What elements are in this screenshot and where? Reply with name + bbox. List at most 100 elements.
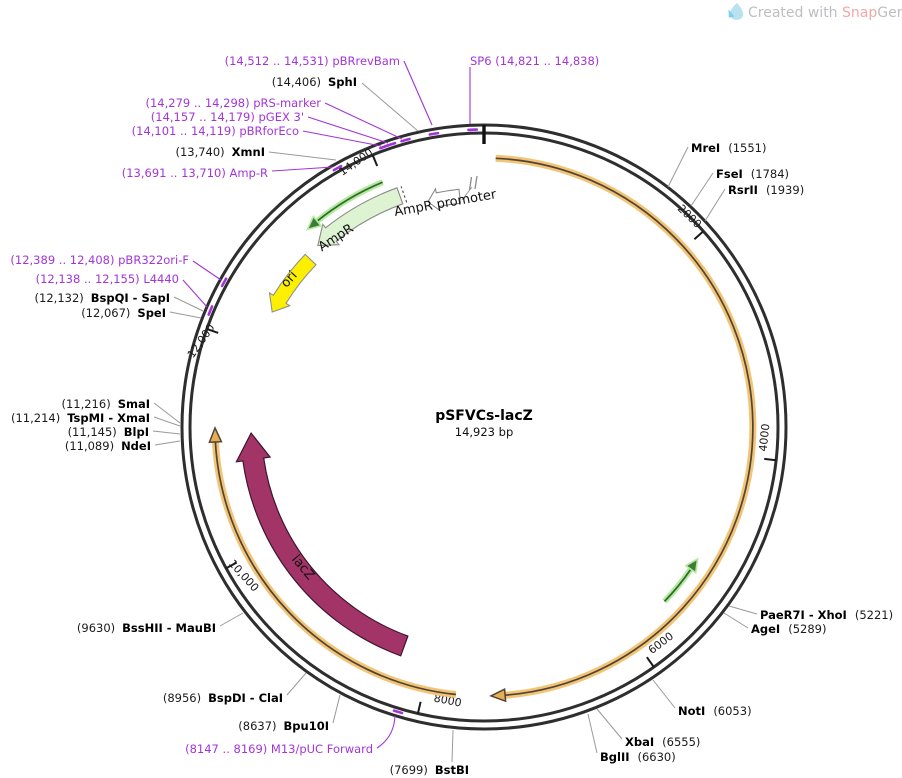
tick-label-14000: 14,000	[336, 146, 375, 179]
enzyme-label-bglii[interactable]: BglII (6630)	[600, 750, 676, 764]
tick-10000	[225, 561, 238, 570]
leader-fsei	[690, 172, 714, 207]
leader-pgex3	[307, 116, 389, 144]
enzyme-label-bpu10i[interactable]: (8637) Bpu10I	[238, 719, 329, 733]
leader-blpi	[152, 430, 181, 435]
leader-bspdi-clai	[286, 672, 307, 696]
enzyme-label-tspmi-xmai[interactable]: (11,214) TspMI - XmaI	[11, 411, 150, 425]
enzyme-label-mrei[interactable]: MreI (1551)	[691, 141, 766, 155]
leader-ndei	[154, 440, 181, 446]
small-green-arrowhead	[684, 557, 699, 574]
leader-bpu10i	[332, 694, 341, 724]
leader-smai	[153, 402, 181, 424]
leader-m13-puc-forward	[376, 715, 396, 749]
enzyme-label-paer7i-xhoi[interactable]: PaeR7I - XhoI (5221)	[760, 608, 893, 622]
primer-label-pgex3[interactable]: (14,157 .. 14,179) pGEX 3'	[151, 110, 304, 124]
primer-mark-prs-marker[interactable]	[400, 137, 411, 143]
enzyme-label-fsei[interactable]: FseI (1784)	[716, 167, 789, 181]
leader-xbai	[596, 708, 623, 740]
feature-orf1-arc[interactable]	[489, 154, 757, 703]
feature-orf2-arc[interactable]	[208, 425, 457, 698]
feature-small-green-arrow[interactable]	[662, 557, 699, 604]
primer-leader-lines	[182, 60, 471, 749]
leader-l4440	[182, 279, 208, 308]
orf1-core	[495, 157, 754, 697]
enzyme-label-smai[interactable]: (11,216) SmaI	[61, 397, 150, 411]
leader-pbrforeco	[302, 130, 382, 147]
tick-8000	[416, 701, 422, 714]
leader-xmni	[268, 151, 337, 161]
feature-ampr-arrow[interactable]: AmpR	[316, 186, 408, 255]
orf1-halo	[495, 154, 757, 699]
ampr-gene-arrowhead	[305, 214, 323, 231]
tick-4000	[764, 457, 777, 462]
primer-label-m13-puc-forward[interactable]: (8147 .. 8169) M13/pUC Forward	[185, 742, 373, 756]
primer-label-l4440[interactable]: (12,138 .. 12,155) L4440	[36, 272, 179, 286]
orf2-core	[214, 441, 456, 696]
leader-pbrrevbam	[403, 60, 433, 126]
primer-marks	[207, 128, 478, 715]
enzyme-label-ndei[interactable]: (11,089) NdeI	[65, 439, 151, 453]
enzyme-label-blpi[interactable]: (11,145) BlpI	[68, 425, 149, 439]
enzyme-labels: (14,406) SphI (13,740) XmnI MreI (1551) Fse…	[11, 75, 893, 777]
ampr-promoter-body	[427, 187, 462, 212]
tick-2000	[693, 230, 704, 240]
orf1-arrowhead	[489, 688, 507, 703]
enzyme-label-agei[interactable]: AgeI (5289)	[751, 622, 826, 636]
feature-ori-arrow[interactable]: ori	[268, 253, 317, 313]
leader-prs-marker	[324, 102, 403, 140]
feature-ampr-promoter-arrow[interactable]	[427, 187, 462, 212]
plasmid-title-block: pSFVCs-lacZ 14,923 bp	[435, 408, 533, 439]
ampr-body	[317, 187, 404, 247]
ampr-gene-core	[316, 181, 383, 222]
primer-label-pbr322ori-f[interactable]: (12,389 .. 12,408) pBR322ori-F	[10, 253, 189, 267]
enzyme-label-xmni[interactable]: (13,740) XmnI	[175, 145, 265, 159]
enzyme-label-bstbi[interactable]: (7699) BstBI	[390, 763, 469, 777]
snapgene-leaf-icon-accent	[728, 9, 735, 18]
primer-label-amp-r[interactable]: (13,691 .. 13,710) Amp-R	[122, 166, 268, 180]
leader-spei	[169, 311, 202, 319]
tick-label-12000: 12,000	[185, 321, 218, 360]
enzyme-leader-lines	[152, 82, 758, 763]
enzyme-label-bspdi-clai[interactable]: (8956) BspDI - ClaI	[163, 691, 283, 705]
primer-label-pbrforeco[interactable]: (14,101 .. 14,119) pBRforEco	[132, 124, 299, 138]
feature-ampr-gene-arc[interactable]	[305, 179, 384, 231]
tick-12000	[206, 327, 219, 334]
leader-pbr322ori-f	[192, 260, 222, 281]
enzyme-label-xbai[interactable]: XbaI (6555)	[625, 735, 700, 749]
tick-label-4000: 4000	[757, 423, 773, 452]
tick-14000	[371, 154, 379, 167]
enzyme-label-bspqi-sapi[interactable]: (12,132) BspQI - SapI	[35, 291, 170, 305]
leader-paer7i-xhoi	[728, 605, 758, 615]
primer-label-pbrrevbam[interactable]: (14,512 .. 14,531) pBRrevBam	[225, 54, 400, 68]
leader-bglii	[587, 713, 598, 754]
snapgene-watermark: Created with SnapGene®	[728, 3, 902, 21]
watermark-text: Created with SnapGene®	[748, 5, 902, 21]
plasmid-title: pSFVCs-lacZ	[435, 408, 533, 424]
primer-mark-pbr322ori-f[interactable]	[220, 277, 228, 288]
primer-label-sp6[interactable]: SP6 (14,821 .. 14,838)	[470, 54, 599, 68]
leader-bspqi-sapi	[173, 296, 204, 312]
leader-bsshii-maubi	[219, 612, 244, 627]
primer-mark-amp-r[interactable]	[332, 164, 343, 172]
ori-body	[268, 253, 317, 313]
primer-mark-m13-puc-forward[interactable]	[392, 709, 404, 715]
enzyme-label-noti[interactable]: NotI (6053)	[678, 704, 752, 718]
enzyme-label-rsrii[interactable]: RsrII (1939)	[728, 183, 804, 197]
primer-label-prs-marker[interactable]: (14,279 .. 14,298) pRS-marker	[146, 96, 322, 110]
primer-mark-l4440[interactable]	[207, 305, 214, 316]
enzyme-label-bsshii-maubi[interactable]: (9630) BssHII - MauBI	[77, 621, 216, 635]
leader-sphi	[361, 82, 419, 132]
primer-mark-pbrforeco[interactable]	[379, 144, 390, 150]
plasmid-size: 14,923 bp	[455, 425, 514, 439]
orf2-arrowhead	[208, 425, 223, 444]
leader-agei	[723, 612, 749, 629]
enzyme-label-sphi[interactable]: (14,406) SphI	[272, 75, 357, 89]
leader-bstbi	[451, 729, 454, 763]
enzyme-label-spei[interactable]: (12,067) SpeI	[81, 306, 166, 320]
primer-mark-pbrrevbam[interactable]	[428, 131, 440, 136]
primer-labels: (14,512 .. 14,531) pBRrevBam (14,279 .. …	[10, 54, 599, 756]
feature-lacz-arrow[interactable]: lacZ	[235, 431, 409, 657]
